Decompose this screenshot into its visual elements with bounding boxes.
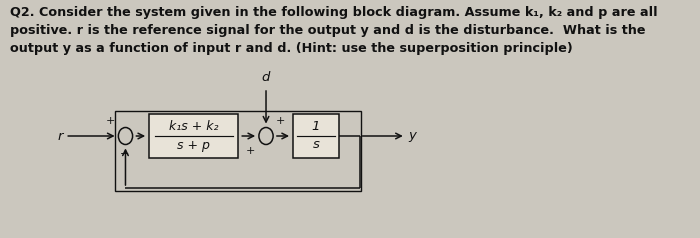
Text: Q2. Consider the system given in the following block diagram. Assume k₁, k₂ and : Q2. Consider the system given in the fol…	[10, 6, 658, 19]
Text: k₁s + k₂: k₁s + k₂	[169, 120, 218, 134]
Text: +: +	[106, 116, 115, 127]
Text: 1: 1	[312, 120, 320, 134]
Text: +: +	[246, 147, 256, 157]
Text: d: d	[262, 71, 270, 84]
Text: −: −	[120, 149, 130, 159]
Text: s: s	[312, 139, 319, 152]
Bar	[293, 114, 339, 158]
Text: output y as a function of input r and d. (Hint: use the superposition principle): output y as a function of input r and d.…	[10, 42, 573, 55]
Text: r: r	[57, 129, 63, 143]
Text: +: +	[276, 116, 285, 127]
Bar	[149, 114, 239, 158]
Bar	[115, 111, 360, 191]
Text: y: y	[408, 129, 416, 143]
Text: positive. r is the reference signal for the output y and d is the disturbance.  : positive. r is the reference signal for …	[10, 24, 645, 37]
Text: s + p: s + p	[177, 139, 210, 152]
